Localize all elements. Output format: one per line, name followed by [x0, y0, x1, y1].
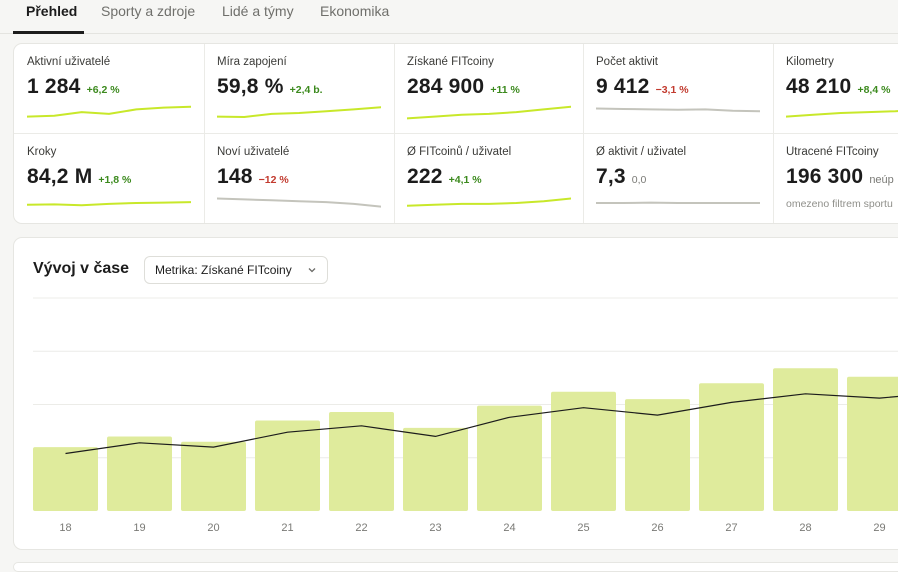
- kpi-value: 48 210: [786, 75, 851, 99]
- sparkline-path: [407, 199, 571, 206]
- kpi-tile[interactable]: Ø aktivit / uživatel 7,3 0,0: [583, 134, 773, 224]
- kpi-delta: +1,8 %: [98, 174, 131, 186]
- sparkline-path: [27, 202, 191, 205]
- kpi-note: omezeno filtrem sportu: [786, 198, 893, 210]
- chart-bar[interactable]: [33, 447, 98, 511]
- x-tick-label: 24: [503, 522, 515, 534]
- kpi-label: Počet aktivit: [596, 56, 658, 68]
- kpi-tile[interactable]: Ø FITcoinů / uživatel 222 +4,1 %: [394, 134, 584, 224]
- chart-bar[interactable]: [773, 368, 838, 511]
- chart-bar[interactable]: [255, 420, 320, 511]
- x-tick-label: 22: [355, 522, 367, 534]
- kpi-value: 148: [217, 165, 253, 189]
- sparkline-path: [407, 107, 571, 119]
- kpi-delta: 0,0: [632, 174, 647, 186]
- kpi-value: 84,2 M: [27, 165, 92, 189]
- kpi-delta: +4,1 %: [449, 174, 482, 186]
- kpi-delta: +2,4 b.: [290, 84, 323, 96]
- chart-bar[interactable]: [329, 412, 394, 511]
- kpi-label: Aktivní uživatelé: [27, 56, 110, 68]
- kpi-sparkline: [407, 192, 571, 214]
- kpi-tile[interactable]: Kroky 84,2 M +1,8 %: [14, 134, 204, 224]
- kpi-tile[interactable]: Aktivní uživatelé 1 284 +6,2 %: [14, 44, 204, 134]
- chart-title: Vývoj v čase: [33, 260, 129, 278]
- kpi-tile[interactable]: Získané FITcoiny 284 900 +11 %: [394, 44, 584, 134]
- metric-select-label: Metrika: Získané FITcoiny: [155, 263, 292, 277]
- x-tick-label: 27: [725, 522, 737, 534]
- tab-lide-a-tymy[interactable]: Lidé a týmy: [222, 3, 294, 19]
- kpi-label: Ø aktivit / uživatel: [596, 146, 686, 158]
- kpi-label: Kilometry: [786, 56, 834, 68]
- x-tick-label: 20: [207, 522, 219, 534]
- tab-prehled[interactable]: Přehled: [26, 3, 77, 19]
- sparkline-path: [596, 109, 760, 112]
- kpi-tile[interactable]: Kilometry 48 210 +8,4 %: [773, 44, 898, 134]
- chart-bar[interactable]: [477, 406, 542, 511]
- kpi-value: 222: [407, 165, 443, 189]
- kpi-tile[interactable]: Míra zapojení 59,8 % +2,4 b.: [204, 44, 394, 134]
- kpi-sparkline: [786, 102, 898, 124]
- x-tick-label: 21: [281, 522, 293, 534]
- metric-select[interactable]: Metrika: Získané FITcoiny: [144, 256, 328, 284]
- chevron-down-icon: [307, 265, 317, 275]
- chart-bar[interactable]: [625, 399, 690, 511]
- tab-sporty-a-zdroje[interactable]: Sporty a zdroje: [101, 3, 195, 19]
- kpi-label: Ø FITcoinů / uživatel: [407, 146, 511, 158]
- kpi-value: 284 900: [407, 75, 484, 99]
- kpi-tile[interactable]: Počet aktivit 9 412 −3,1 %: [583, 44, 773, 134]
- kpi-sparkline: [217, 192, 381, 214]
- x-tick-label: 18: [59, 522, 71, 534]
- kpi-delta: −3,1 %: [656, 84, 689, 96]
- trend-chart-panel: 18 19 20 21 22 23 24 25 26 27 28 29 Vývoj v čase Me…: [13, 237, 898, 550]
- x-tick-label: 23: [429, 522, 441, 534]
- x-tick-label: 19: [133, 522, 145, 534]
- sparkline-path: [27, 107, 191, 117]
- x-tick-label: 29: [873, 522, 885, 534]
- x-tick-label: 26: [651, 522, 663, 534]
- kpi-delta: −12 %: [259, 174, 289, 186]
- kpi-label: Získané FITcoiny: [407, 56, 494, 68]
- active-tab-indicator: [13, 31, 84, 34]
- kpi-label: Utracené FITcoiny: [786, 146, 879, 158]
- kpi-panel: Aktivní uživatelé 1 284 +6,2 % Míra zapojen…: [13, 43, 898, 224]
- kpi-delta: +8,4 %: [857, 84, 890, 96]
- chart-bar[interactable]: [403, 428, 468, 511]
- kpi-label: Kroky: [27, 146, 56, 158]
- kpi-sparkline: [27, 102, 191, 124]
- kpi-tile[interactable]: Utracené FITcoiny 196 300 neúp omezeno filt…: [773, 134, 898, 224]
- kpi-sparkline: [27, 192, 191, 214]
- kpi-delta: +6,2 %: [87, 84, 120, 96]
- kpi-value: 196 300: [786, 165, 863, 189]
- kpi-label: Míra zapojení: [217, 56, 287, 68]
- kpi-sparkline: [217, 102, 381, 124]
- x-tick-label: 28: [799, 522, 811, 534]
- tab-ekonomika[interactable]: Ekonomika: [320, 3, 389, 19]
- tab-bar: Přehled Sporty a zdroje Lidé a týmy Ekon…: [0, 0, 898, 34]
- kpi-value: 59,8 %: [217, 75, 284, 99]
- kpi-tile[interactable]: Noví uživatelé 148 −12 %: [204, 134, 394, 224]
- trend-chart: 18 19 20 21 22 23 24 25 26 27 28 29: [14, 238, 898, 550]
- kpi-sparkline: [596, 192, 760, 214]
- next-panel-edge: [13, 562, 898, 572]
- x-tick-label: 25: [577, 522, 589, 534]
- kpi-value: 1 284: [27, 75, 81, 99]
- chart-bar[interactable]: [107, 436, 172, 511]
- sparkline-path: [786, 108, 898, 117]
- kpi-sparkline: [596, 102, 760, 124]
- kpi-delta: +11 %: [490, 84, 520, 96]
- sparkline-path: [217, 199, 381, 207]
- sparkline-path: [217, 107, 381, 117]
- kpi-value: 7,3: [596, 165, 626, 189]
- kpi-delta: neúp: [869, 174, 893, 186]
- kpi-value: 9 412: [596, 75, 650, 99]
- kpi-label: Noví uživatelé: [217, 146, 289, 158]
- chart-bar[interactable]: [181, 442, 246, 511]
- kpi-sparkline: [407, 102, 571, 124]
